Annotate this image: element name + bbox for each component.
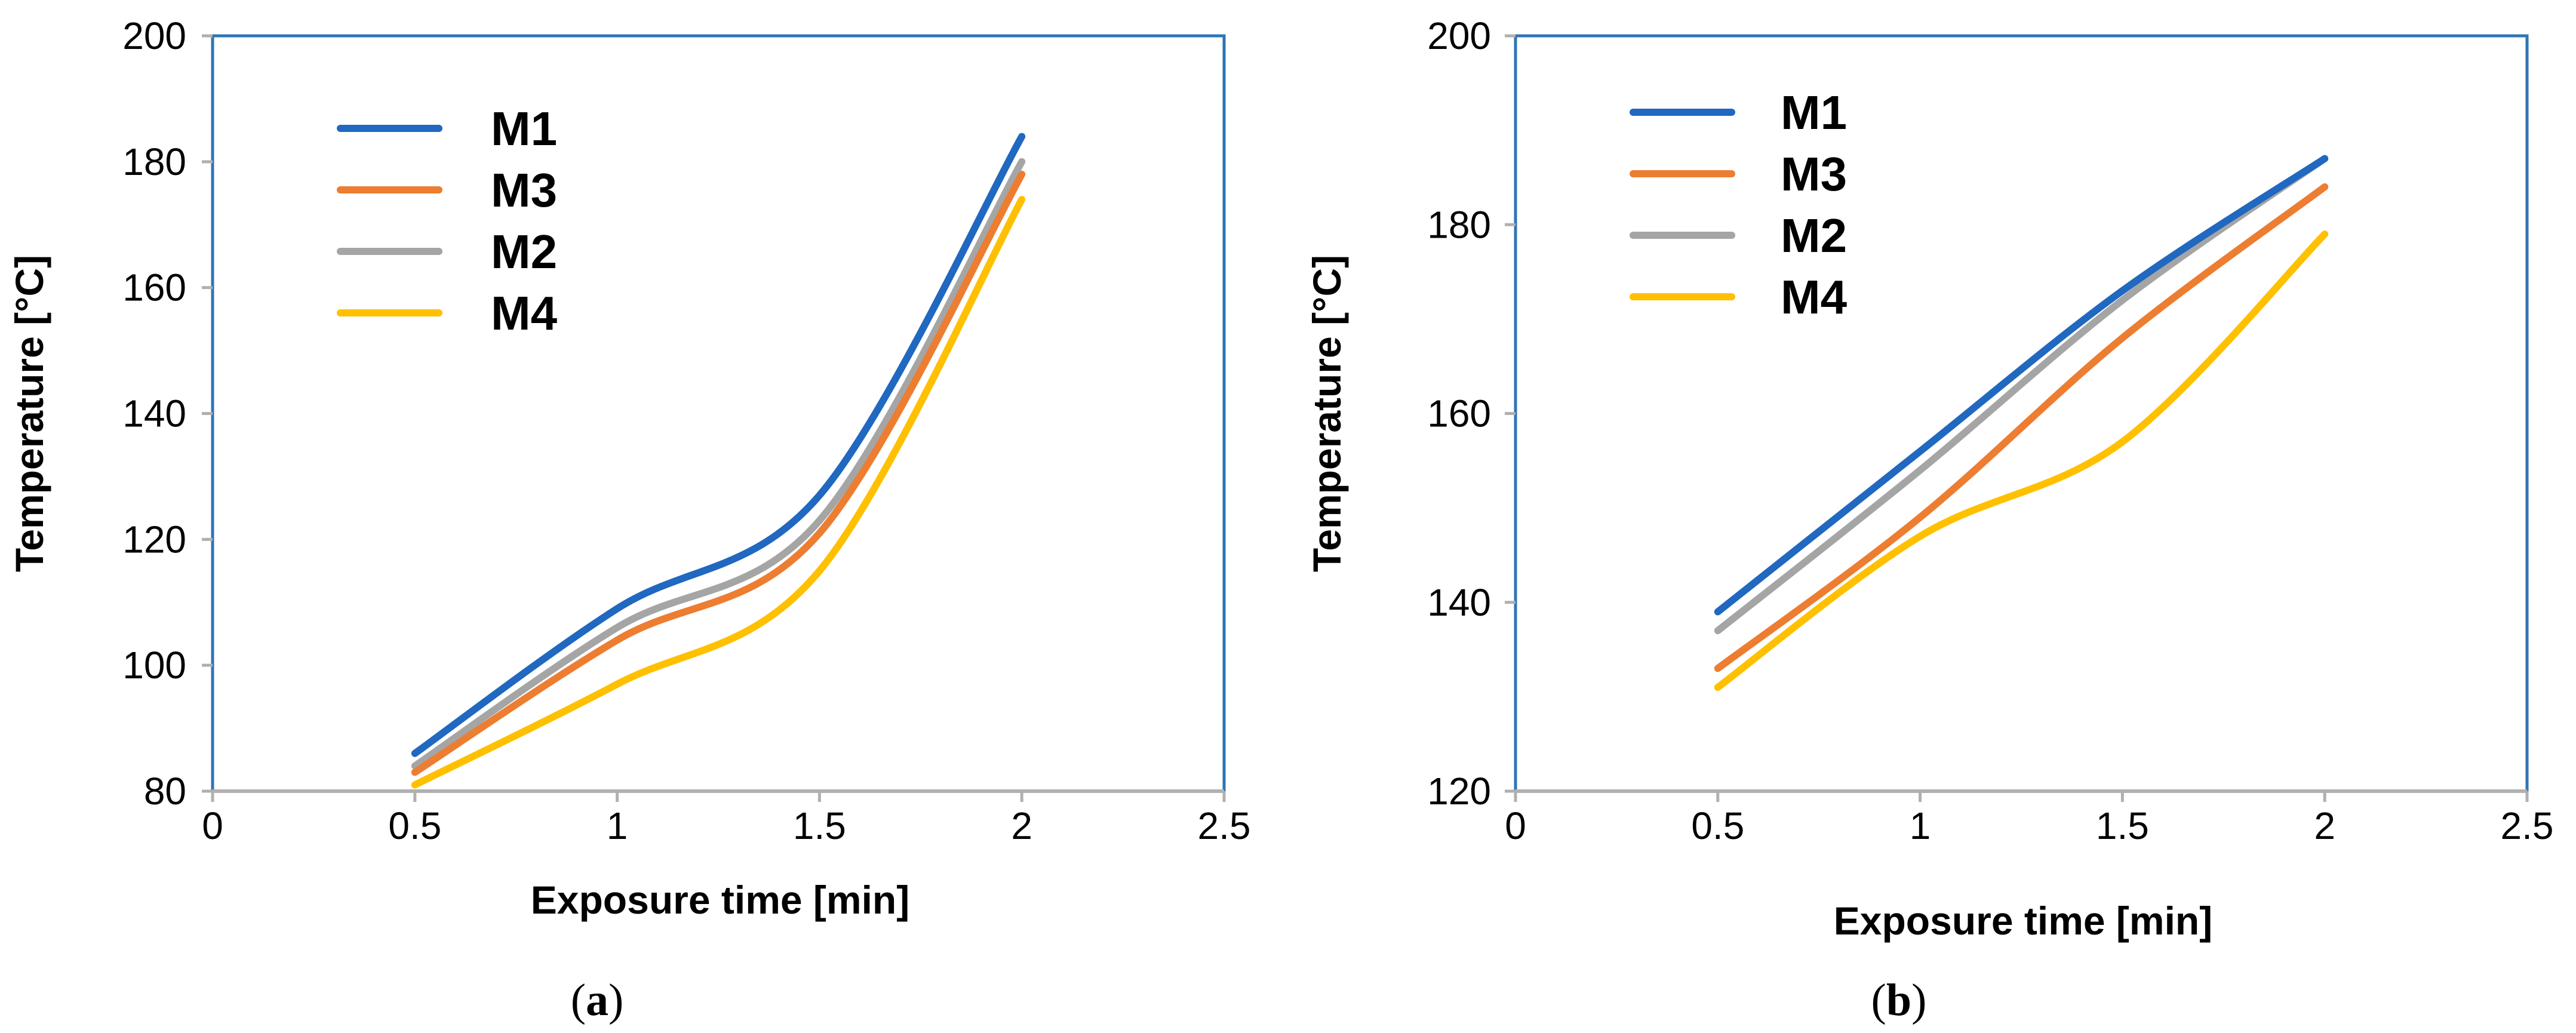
series-line-m2 [411, 158, 1026, 770]
legend: M1 M3 M2 M4 [337, 102, 558, 340]
y-tick-label: 180 [1427, 203, 1491, 246]
series-line-m3 [411, 170, 1026, 776]
y-tick-label: 160 [122, 266, 186, 309]
caption-open-paren: ( [1871, 975, 1886, 1025]
y-axis-title: Temperature [°C] [1305, 255, 1349, 572]
x-tick-label: 2.5 [1198, 804, 1251, 847]
series-line-m1 [1714, 155, 2329, 616]
x-axis-title: Exposure time [min] [1834, 899, 2212, 943]
series-line-m1 [411, 133, 1026, 757]
y-tick-label: 160 [1427, 392, 1491, 435]
y-tick-label: 140 [1427, 581, 1491, 624]
y-tick-label: 200 [122, 14, 186, 57]
x-tick-label: 1.5 [793, 804, 846, 847]
y-tick-label: 200 [1427, 14, 1491, 57]
caption-letter: a [586, 975, 608, 1025]
legend-label-m2: M2 [491, 225, 557, 278]
panel-caption: (a) [571, 975, 624, 1025]
x-tick-label: 2.5 [2501, 804, 2554, 847]
chart-panel-a: 80 100 120 140 160 180 200 0 0.5 1 1.5 2 2.5 Exposure… [7, 14, 1250, 1025]
plot-frame [211, 34, 1226, 793]
x-tick-label: 1 [607, 804, 628, 847]
y-tick-label: 80 [144, 770, 186, 813]
x-tick-label: 0.5 [1691, 804, 1744, 847]
y-tick-label: 140 [122, 392, 186, 435]
legend-label-m4: M4 [491, 287, 558, 340]
y-tick-label: 100 [122, 644, 186, 687]
panel-caption: (b) [1871, 975, 1927, 1025]
caption-close-paren: ) [608, 975, 623, 1025]
legend-label-m3: M3 [1781, 147, 1847, 201]
x-tick-label: 1 [1910, 804, 1931, 847]
legend-label-m4: M4 [1781, 270, 1848, 324]
y-tick-label: 120 [122, 518, 186, 561]
x-tick-label: 0 [202, 804, 223, 847]
series-line-m4 [411, 196, 1026, 789]
x-axis-title: Exposure time [min] [531, 878, 909, 922]
y-tick-label: 180 [122, 140, 186, 183]
legend-label-m2: M2 [1781, 209, 1847, 262]
caption-open-paren: ( [571, 975, 586, 1025]
y-axis-title: Temperature [°C] [7, 255, 51, 572]
x-tick-label: 2 [1011, 804, 1032, 847]
caption-close-paren: ) [1911, 975, 1926, 1025]
caption-letter: b [1886, 975, 1911, 1025]
legend-label-m1: M1 [491, 102, 557, 155]
legend-label-m3: M3 [491, 164, 557, 217]
legend-label-m1: M1 [1781, 86, 1847, 139]
y-tick-label: 120 [1427, 770, 1491, 813]
series-line-m4 [1714, 230, 2329, 691]
chart-panel-b: 120 140 160 180 200 0 0.5 1 1.5 2 2.5 Exposure time… [1305, 14, 2553, 1025]
x-tick-label: 0 [1505, 804, 1526, 847]
x-tick-label: 1.5 [2096, 804, 2149, 847]
x-tick-label: 0.5 [388, 804, 441, 847]
x-tick-label: 2 [2314, 804, 2335, 847]
legend: M1 M3 M2 M4 [1630, 86, 1848, 324]
plot-frame [1514, 34, 2529, 793]
series-line-m3 [1714, 183, 2329, 672]
